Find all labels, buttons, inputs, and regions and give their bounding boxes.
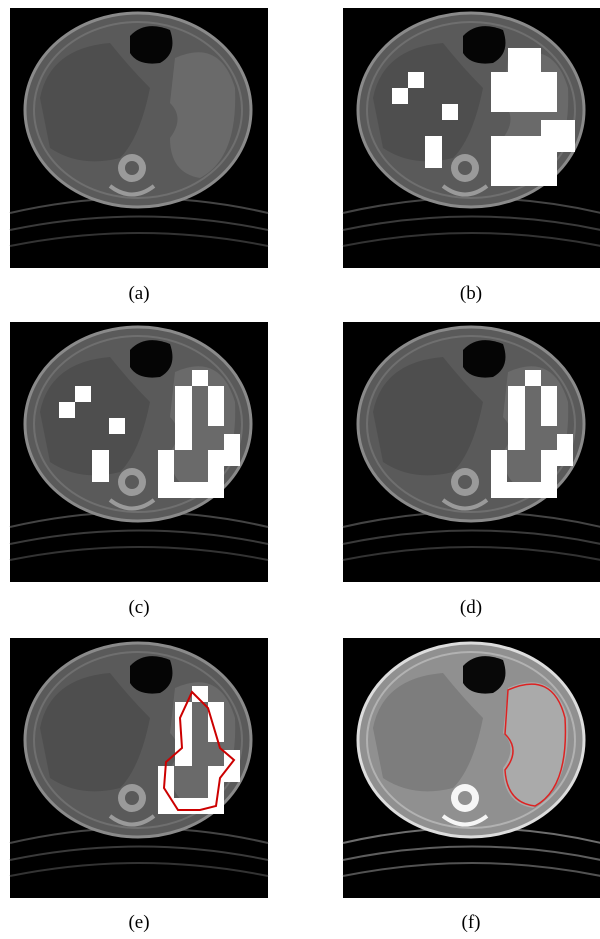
panel-b — [343, 8, 600, 268]
caption: (c) — [128, 597, 149, 618]
panel-e — [10, 638, 268, 898]
panel-d — [343, 322, 600, 582]
caption: (f) — [462, 912, 481, 933]
caption: (b) — [460, 283, 482, 304]
caption: (d) — [460, 597, 482, 618]
caption: (e) — [128, 912, 149, 933]
caption: (a) — [128, 283, 149, 304]
figure: (a) (b) (c) (d) (e) (f) — [0, 0, 600, 939]
panel-c — [10, 322, 268, 582]
panel-a — [10, 8, 268, 268]
panel-f — [343, 638, 600, 898]
